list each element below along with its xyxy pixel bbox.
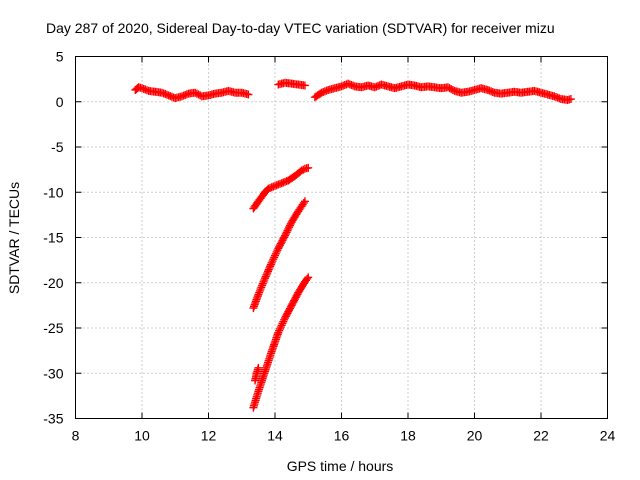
y-tick-label: -35: [43, 411, 63, 427]
series-baseline-segment-1: [131, 83, 253, 103]
data-point: [280, 315, 289, 324]
y-tick-label: -15: [43, 230, 63, 246]
series-baseline-segment-2: [274, 78, 309, 90]
data-point: [258, 281, 267, 290]
x-tick-label: 12: [201, 428, 217, 444]
data-point: [300, 197, 309, 206]
series-descending-track-b: [249, 197, 309, 313]
data-point: [271, 249, 280, 258]
data-point: [280, 231, 289, 240]
data-point: [278, 319, 287, 328]
data-point: [255, 286, 264, 295]
x-tick-label: 22: [533, 428, 549, 444]
data-point: [272, 247, 281, 256]
data-point: [304, 163, 313, 172]
data-point: [274, 328, 283, 337]
data-point: [285, 221, 294, 230]
y-tick-label: -10: [43, 184, 63, 200]
data-point: [281, 229, 290, 238]
data-point: [256, 285, 265, 294]
grid-layer: [75, 56, 608, 419]
data-point: [300, 81, 309, 90]
data-point: [257, 283, 266, 292]
data-point: [254, 363, 263, 372]
data-point: [279, 317, 288, 326]
data-point: [283, 226, 292, 235]
chart-title: Day 287 of 2020, Sidereal Day-to-day VTE…: [46, 20, 555, 36]
data-point: [303, 274, 312, 283]
data-point: [259, 277, 268, 286]
data-point: [260, 276, 269, 285]
data-point: [264, 265, 273, 274]
tick-layer: 8 10 12 14 16 18 20 22 24 5 0 -5 -10 -15 -20 -25 -30 -35: [43, 49, 615, 444]
data-point: [273, 246, 282, 255]
series-isolated-points: [251, 363, 263, 385]
data-point: [276, 323, 285, 332]
data-point: [285, 223, 294, 232]
data-point: [244, 90, 253, 99]
series-baseline-segment-3: [310, 79, 575, 104]
data-point: [265, 263, 274, 272]
data-point: [267, 258, 276, 267]
y-axis-label: SDTVAR / TECUs: [6, 182, 22, 294]
data-point: [284, 224, 293, 233]
data-point: [266, 260, 275, 269]
x-tick-label: 14: [267, 428, 283, 444]
x-tick-label: 10: [134, 428, 150, 444]
data-point: [262, 270, 271, 279]
data-point: [269, 255, 278, 264]
x-tick-label: 20: [467, 428, 483, 444]
y-tick-label: -30: [43, 365, 63, 381]
series-descending-track-a: [249, 163, 313, 213]
data-point: [275, 324, 284, 333]
data-point: [261, 274, 270, 283]
data-point: [271, 251, 279, 260]
data-point: [263, 267, 272, 276]
x-axis-label: GPS time / hours: [287, 458, 394, 474]
data-point: [282, 228, 291, 237]
y-tick-label: -25: [43, 320, 63, 336]
data-point: [263, 269, 272, 278]
y-tick-label: -20: [43, 275, 63, 291]
x-tick-label: 24: [600, 428, 616, 444]
data-point: [255, 288, 264, 297]
data-point: [258, 279, 267, 288]
data-point: [299, 198, 308, 207]
data-layer: [131, 78, 575, 412]
data-point: [254, 290, 263, 299]
y-tick-label: 5: [56, 49, 64, 65]
series-descending-track-c: [249, 273, 313, 412]
x-tick-label: 18: [400, 428, 416, 444]
data-point: [261, 272, 270, 281]
data-point: [266, 262, 275, 271]
y-tick-label: -5: [51, 139, 64, 155]
x-tick-label: 16: [334, 428, 350, 444]
data-point: [304, 273, 313, 282]
x-tick-label: 8: [72, 428, 80, 444]
y-tick-label: 0: [56, 94, 64, 110]
data-point: [566, 95, 575, 104]
data-point: [275, 326, 284, 335]
data-point: [268, 257, 277, 266]
data-point: [277, 321, 286, 330]
data-point: [270, 253, 279, 262]
